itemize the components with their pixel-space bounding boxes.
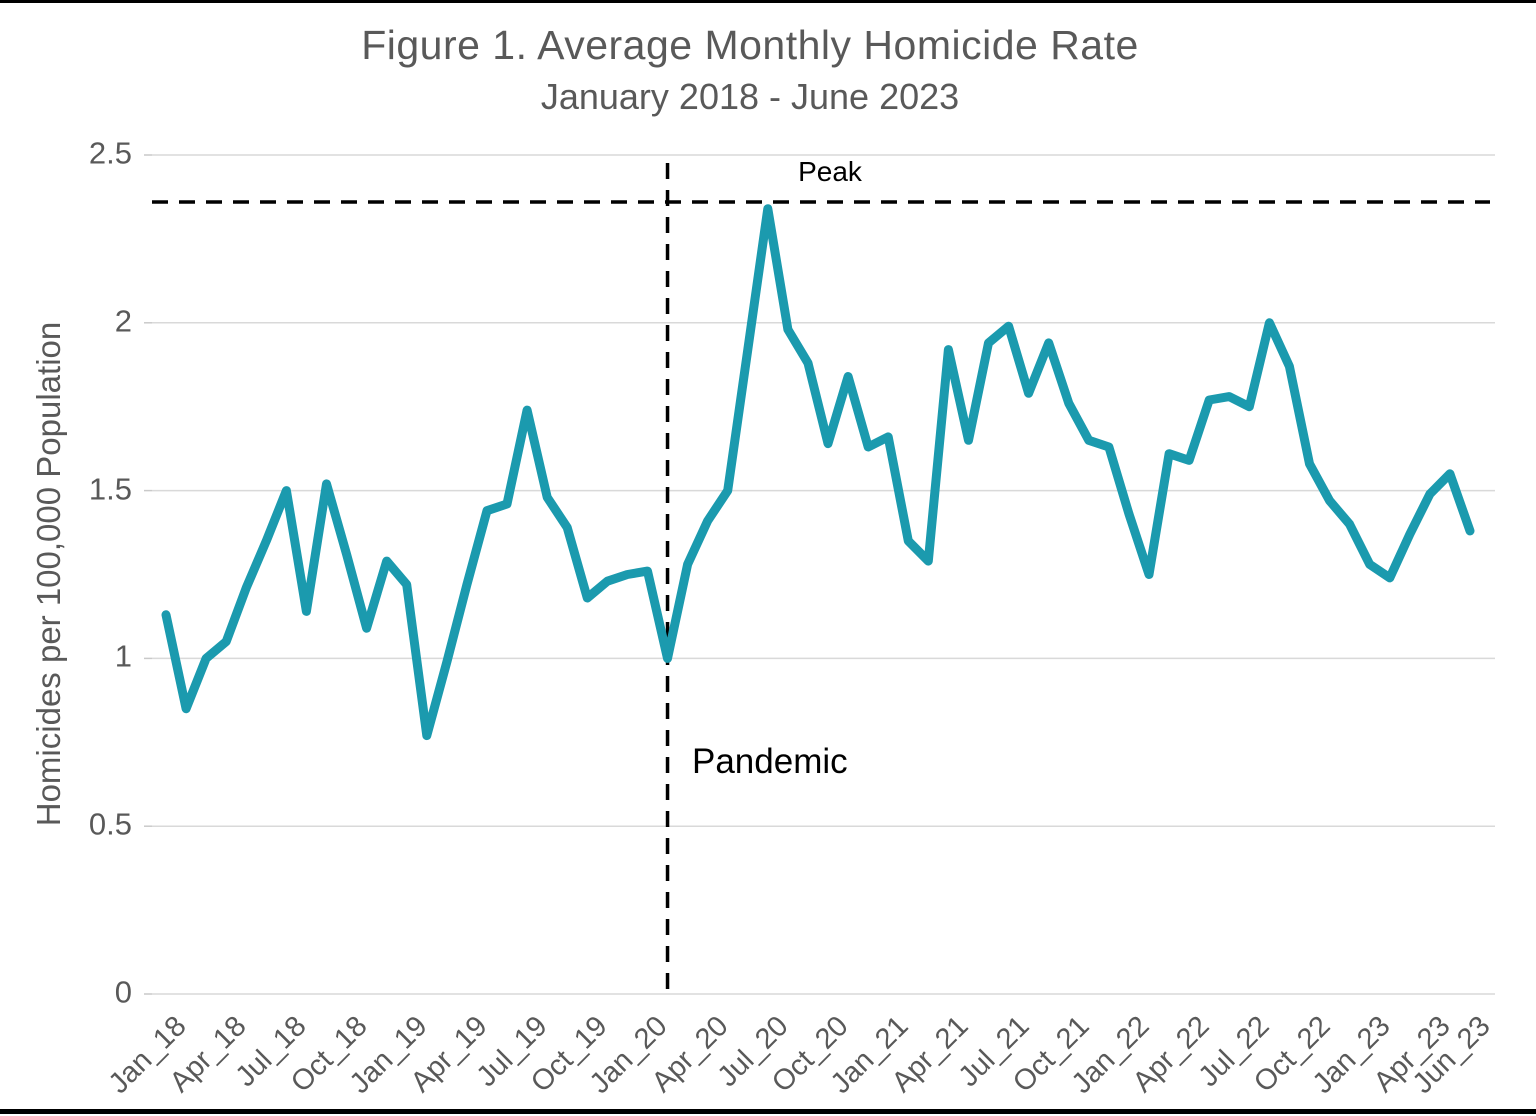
- y-tick-label: 1: [114, 638, 132, 674]
- y-tick-label: 2: [114, 303, 132, 339]
- homicide-rate-line: [161, 204, 1475, 741]
- peak-annotation-label: Peak: [798, 156, 862, 187]
- y-tick-label: 0.5: [88, 806, 132, 842]
- bottom-border: [0, 1109, 1536, 1114]
- chart-title: Figure 1. Average Monthly Homicide Rate: [361, 22, 1139, 68]
- chart-subtitle: January 2018 - June 2023: [540, 76, 960, 117]
- pandemic-annotation-label: Pandemic: [692, 742, 848, 781]
- y-tick-label: 0: [114, 974, 132, 1010]
- y-tick-label: 1.5: [88, 471, 132, 507]
- top-border: [0, 0, 1536, 3]
- y-tick-label: 2.5: [88, 135, 132, 171]
